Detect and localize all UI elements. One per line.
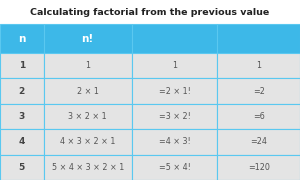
Text: 2 × 1: 2 × 1 [77,87,99,96]
Bar [132,104,218,129]
Bar [132,78,218,104]
Bar [218,129,300,155]
Bar [44,78,132,104]
Text: =5 × 4!: =5 × 4! [159,163,191,172]
Bar [0,129,44,155]
Bar [0,104,44,129]
Text: =6: =6 [253,112,265,121]
Bar [132,155,218,180]
Bar [218,53,300,78]
Bar [44,53,132,78]
Bar [44,155,132,180]
Text: 5 × 4 × 3 × 2 × 1: 5 × 4 × 3 × 2 × 1 [52,163,124,172]
Bar [132,129,218,155]
Bar [0,53,44,78]
Bar [218,78,300,104]
Text: 1: 1 [19,61,25,70]
Bar [0,24,44,53]
Text: =4 × 3!: =4 × 3! [159,138,190,147]
Text: n: n [18,34,26,44]
Bar [0,155,44,180]
Text: n!: n! [82,34,94,44]
Bar [44,24,132,53]
Text: 4 × 3 × 2 × 1: 4 × 3 × 2 × 1 [60,138,116,147]
Bar [132,24,218,53]
Bar [44,129,132,155]
Text: =2 × 1!: =2 × 1! [159,87,191,96]
Text: =120: =120 [248,163,270,172]
Text: =2: =2 [253,87,265,96]
Text: 1: 1 [85,61,90,70]
Text: 3: 3 [19,112,25,121]
Text: 2: 2 [19,87,25,96]
Text: 1: 1 [256,61,261,70]
Text: 1: 1 [172,61,177,70]
Text: =24: =24 [250,138,267,147]
Bar [218,24,300,53]
Text: 4: 4 [19,138,25,147]
Text: =3 × 2!: =3 × 2! [159,112,191,121]
Bar [0,78,44,104]
Text: 3 × 2 × 1: 3 × 2 × 1 [68,112,107,121]
Bar [218,104,300,129]
Text: Calculating factorial from the previous value: Calculating factorial from the previous … [30,8,270,17]
Bar [44,104,132,129]
Text: 5: 5 [19,163,25,172]
Bar [218,155,300,180]
Bar [132,53,218,78]
